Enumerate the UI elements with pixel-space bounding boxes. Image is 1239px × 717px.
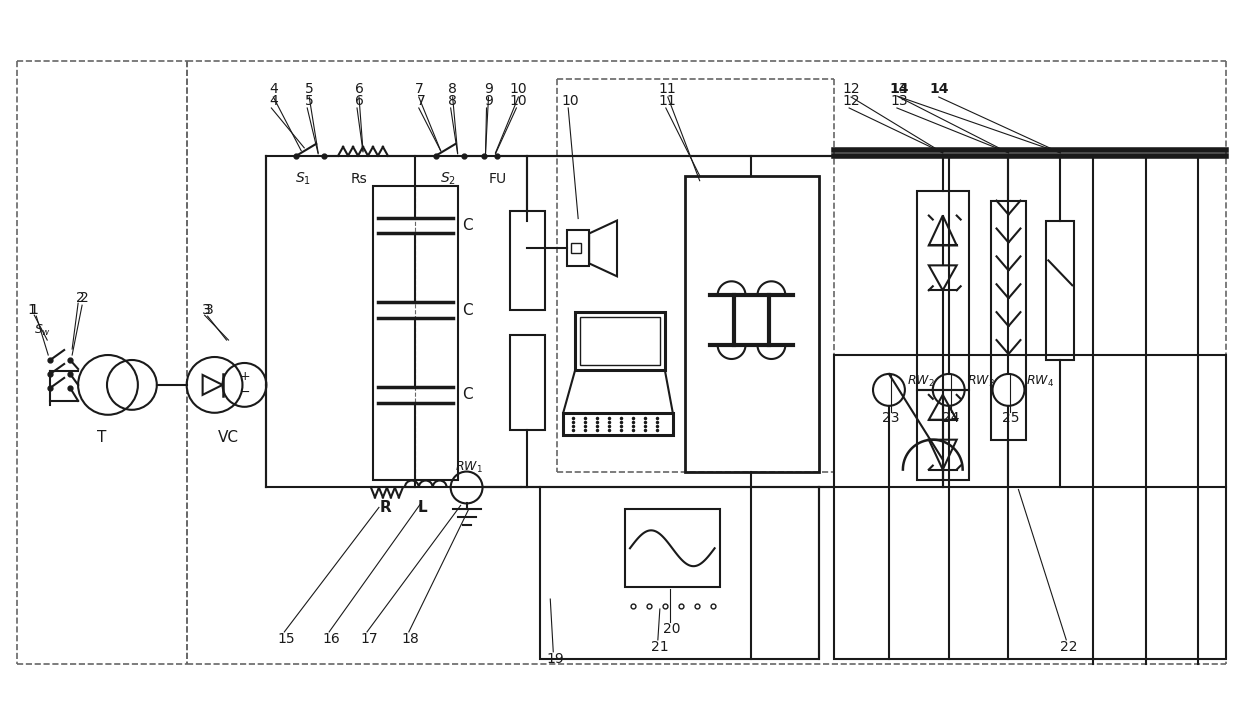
Bar bbox=[1047, 221, 1074, 360]
Text: 15: 15 bbox=[278, 632, 295, 646]
Text: Rs: Rs bbox=[351, 171, 368, 186]
Bar bbox=[624, 509, 720, 587]
Text: 16: 16 bbox=[322, 632, 339, 646]
Text: 10: 10 bbox=[509, 94, 528, 108]
Text: FU: FU bbox=[488, 171, 507, 186]
Text: $S_2$: $S_2$ bbox=[440, 171, 456, 187]
Text: 11: 11 bbox=[659, 94, 676, 108]
Bar bbox=[373, 186, 457, 480]
Text: 22: 22 bbox=[1059, 640, 1077, 654]
Text: C: C bbox=[462, 303, 473, 318]
Text: 24: 24 bbox=[942, 411, 959, 424]
Text: $S_w$: $S_w$ bbox=[33, 323, 51, 338]
Text: 7: 7 bbox=[414, 82, 424, 96]
Text: 4: 4 bbox=[269, 82, 278, 96]
Text: 23: 23 bbox=[882, 411, 900, 424]
Text: 5: 5 bbox=[305, 94, 313, 108]
Text: 7: 7 bbox=[416, 94, 425, 108]
Text: 13: 13 bbox=[890, 82, 908, 96]
Bar bbox=[571, 244, 581, 253]
Text: 3: 3 bbox=[202, 303, 211, 317]
Text: $RW_2$: $RW_2$ bbox=[907, 374, 934, 389]
Text: C: C bbox=[462, 218, 473, 233]
Text: 10: 10 bbox=[561, 94, 579, 108]
Text: R: R bbox=[380, 500, 392, 515]
Bar bbox=[575, 312, 665, 370]
Text: 8: 8 bbox=[449, 94, 457, 108]
Text: $S_1$: $S_1$ bbox=[295, 171, 311, 187]
Text: 2: 2 bbox=[79, 291, 88, 305]
Bar bbox=[580, 317, 660, 365]
Text: 10: 10 bbox=[509, 82, 528, 96]
Text: C: C bbox=[462, 387, 473, 402]
Text: 20: 20 bbox=[663, 622, 680, 636]
Text: 6: 6 bbox=[354, 82, 363, 96]
Bar bbox=[917, 191, 969, 390]
Text: 21: 21 bbox=[650, 640, 669, 654]
Text: 12: 12 bbox=[843, 82, 860, 96]
Text: 6: 6 bbox=[354, 94, 363, 108]
Text: 9: 9 bbox=[484, 94, 493, 108]
Text: −: − bbox=[239, 386, 250, 399]
Bar bbox=[540, 488, 819, 659]
Text: 8: 8 bbox=[449, 82, 457, 96]
Text: 11: 11 bbox=[659, 82, 676, 96]
Text: L: L bbox=[418, 500, 427, 515]
Bar bbox=[510, 335, 545, 429]
Bar bbox=[510, 211, 545, 310]
Bar bbox=[685, 176, 819, 472]
Text: T: T bbox=[98, 430, 107, 445]
Text: 2: 2 bbox=[76, 291, 84, 305]
Bar bbox=[917, 390, 969, 480]
Bar bbox=[990, 201, 1026, 440]
Text: $RW_1$: $RW_1$ bbox=[455, 460, 482, 475]
Text: 14: 14 bbox=[890, 82, 908, 96]
Text: 3: 3 bbox=[206, 303, 214, 317]
Bar bbox=[564, 413, 673, 435]
Text: 12: 12 bbox=[843, 94, 860, 108]
Text: 1: 1 bbox=[27, 303, 37, 317]
Text: 25: 25 bbox=[1001, 411, 1020, 424]
Text: 1: 1 bbox=[30, 303, 38, 317]
Text: 18: 18 bbox=[401, 632, 420, 646]
Text: $RW_4$: $RW_4$ bbox=[1026, 374, 1054, 389]
Text: 14: 14 bbox=[929, 82, 949, 96]
Text: 17: 17 bbox=[361, 632, 378, 646]
Text: $RW_3$: $RW_3$ bbox=[966, 374, 995, 389]
Text: VC: VC bbox=[218, 430, 239, 445]
Text: 4: 4 bbox=[269, 94, 278, 108]
Bar bbox=[567, 230, 589, 266]
Bar bbox=[834, 355, 1225, 659]
Text: 5: 5 bbox=[305, 82, 313, 96]
Text: 19: 19 bbox=[546, 652, 564, 666]
Text: 13: 13 bbox=[890, 94, 908, 108]
Text: +: + bbox=[239, 371, 250, 384]
Text: 9: 9 bbox=[484, 82, 493, 96]
